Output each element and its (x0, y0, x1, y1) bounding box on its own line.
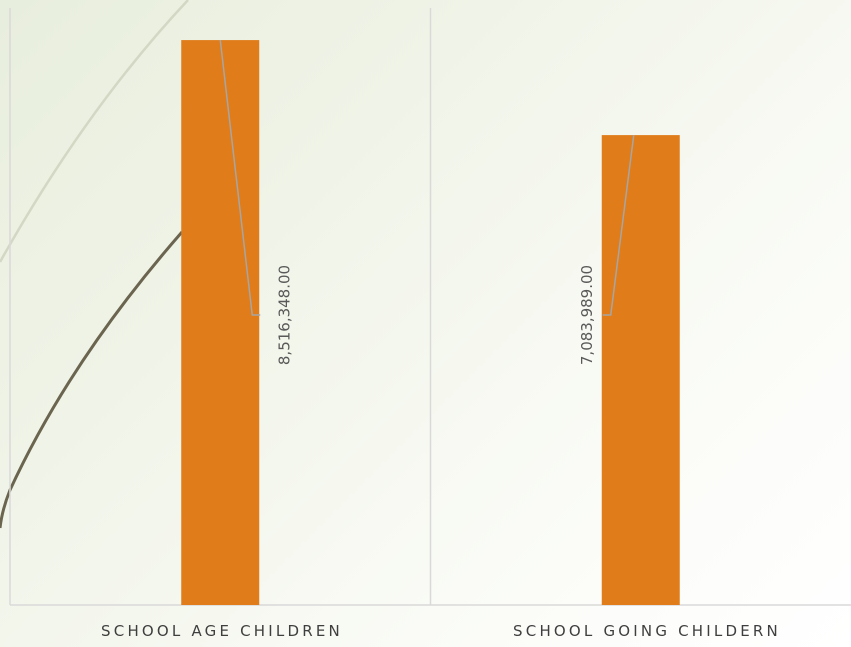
data-label-1: 8,516,348.00 (275, 265, 293, 365)
bar-series (181, 40, 680, 605)
bar-2 (601, 135, 680, 605)
leader-line-1 (219, 39, 261, 316)
x-tick-label-school-age-children: SCHOOL AGE CHILDREN (101, 622, 343, 640)
data-label-2: 7,083,989.00 (578, 265, 596, 365)
data-labels: 8,516,348.00 7,083,989.00 (219, 39, 635, 365)
decor-curve (0, 231, 184, 529)
chart-axes (9, 8, 851, 606)
leader-line-2 (602, 135, 635, 316)
x-tick-label-school-going-children: SCHOOL GOING CHILDERN (513, 622, 781, 640)
decor-line-thin (0, 0, 189, 263)
background-decoration (0, 0, 189, 529)
bar-1 (181, 40, 260, 605)
